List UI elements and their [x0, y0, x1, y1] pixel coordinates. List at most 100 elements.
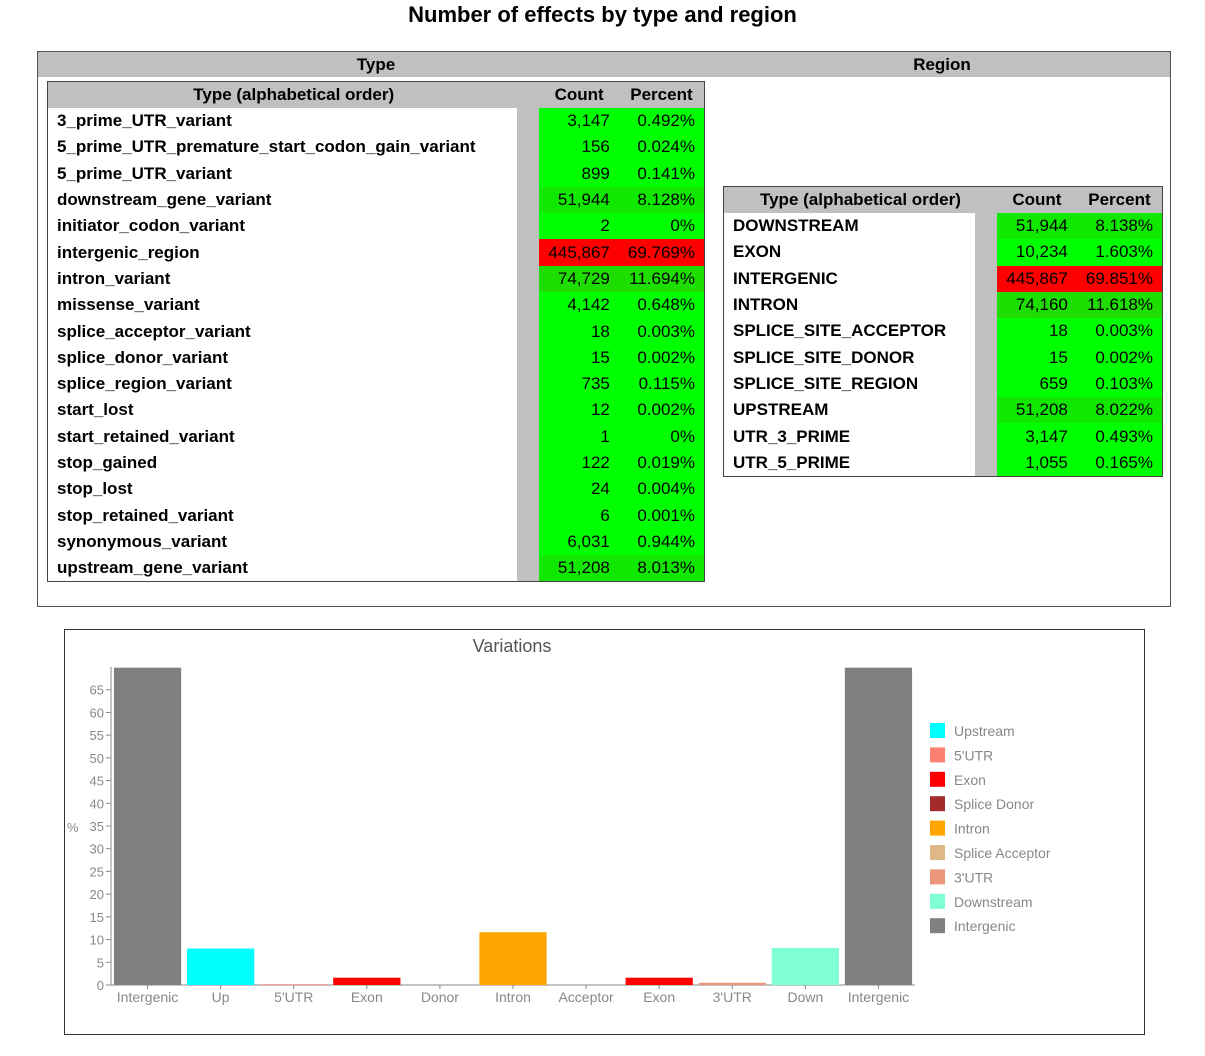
table-row: start_retained_variant 1 0% — [47, 423, 705, 450]
y-tick-label: 20 — [90, 887, 104, 902]
legend-swatch — [930, 893, 945, 909]
variations-chart: Variations 0 5 10 15 20 25 30 35 40 45 50 55 60 65% Int… — [67, 636, 1051, 1005]
x-tick-label: Exon — [643, 989, 675, 1005]
percent-cell: 0.493% — [1076, 423, 1163, 450]
effect-name-cell: stop_retained_variant — [47, 502, 518, 529]
legend-swatch — [930, 918, 945, 934]
bar-2 — [260, 984, 328, 985]
effect-name-cell: initiator_codon_variant — [47, 213, 518, 240]
table-row: DOWNSTREAM 51,944 8.138% — [723, 213, 1163, 240]
table-row: start_lost 12 0.002% — [47, 397, 705, 424]
spacer-cell — [974, 344, 997, 371]
table-row: downstream_gene_variant 51,944 8.128% — [47, 186, 705, 214]
legend-swatch — [930, 845, 945, 860]
spacer-cell — [517, 344, 540, 371]
effect-name-cell: start_retained_variant — [47, 423, 518, 450]
effect-name-cell: intergenic_region — [47, 239, 518, 266]
legend-swatch — [930, 723, 945, 738]
percent-cell: 0.944% — [618, 528, 705, 556]
bar-3 — [333, 977, 401, 985]
spacer-cell — [517, 186, 540, 214]
type-table-header-row: Type (alphabetical order) Count Percent — [47, 81, 705, 108]
table-row: missense_variant 4,142 0.648% — [47, 292, 705, 319]
effect-name-cell: UPSTREAM — [723, 397, 975, 424]
region-table-header-row: Type (alphabetical order) Count Percent — [723, 186, 1163, 213]
table-row: stop_lost 24 0.004% — [47, 476, 705, 503]
effect-name-cell: synonymous_variant — [47, 528, 518, 556]
spacer-cell — [517, 108, 540, 135]
effect-name-cell: splice_acceptor_variant — [47, 318, 518, 345]
percent-cell: 0.004% — [618, 476, 705, 503]
count-cell: 18 — [539, 318, 619, 345]
type-section-header: Type — [38, 52, 714, 77]
percent-cell: 0.003% — [1076, 318, 1163, 345]
table-row: initiator_codon_variant 2 0% — [47, 213, 705, 240]
table-row: 3_prime_UTR_variant 3,147 0.492% — [47, 108, 705, 135]
region-section-header: Region — [714, 52, 1170, 77]
percent-cell: 0.002% — [618, 397, 705, 424]
y-tick-label: 35 — [90, 819, 104, 834]
spacer-cell — [974, 397, 997, 424]
chart-title: Variations — [473, 636, 552, 656]
count-cell: 51,944 — [996, 213, 1077, 240]
y-tick-label: 0 — [97, 978, 104, 993]
effect-name-cell: upstream_gene_variant — [47, 555, 518, 582]
spacer-cell — [517, 160, 540, 187]
bar-9 — [771, 948, 839, 985]
spacer-cell — [517, 423, 540, 450]
effect-name-cell: UTR_3_PRIME — [723, 423, 975, 450]
table-row: SPLICE_SITE_ACCEPTOR 18 0.003% — [723, 318, 1163, 345]
percent-cell: 0.019% — [618, 449, 705, 477]
table-row: stop_retained_variant 6 0.001% — [47, 502, 705, 529]
percent-column-header: Percent — [618, 81, 705, 108]
legend-label: 3'UTR — [954, 869, 993, 885]
spacer-cell — [517, 449, 540, 477]
table-row: UPSTREAM 51,208 8.022% — [723, 397, 1163, 424]
percent-cell: 0.003% — [618, 318, 705, 345]
spacer-cell — [517, 265, 540, 293]
type-table: Type (alphabetical order) Count Percent … — [47, 81, 705, 583]
count-cell: 12 — [539, 397, 619, 424]
percent-cell: 0.492% — [618, 108, 705, 135]
effect-name-cell: SPLICE_SITE_REGION — [723, 370, 975, 398]
y-tick-label: 40 — [90, 796, 104, 811]
legend-label: Downstream — [954, 894, 1033, 910]
count-cell: 122 — [539, 449, 619, 477]
y-tick-label: 60 — [90, 705, 104, 720]
percent-cell: 0.103% — [1076, 370, 1163, 398]
spacer-cell — [974, 239, 997, 266]
page-title: Number of effects by type and region — [408, 2, 797, 27]
spacer-cell — [517, 318, 540, 345]
table-row: INTERGENIC 445,867 69.851% — [723, 265, 1163, 292]
bar-0 — [113, 667, 182, 985]
type-column-header: Type (alphabetical order) — [47, 81, 540, 108]
y-tick-label: 45 — [90, 774, 104, 789]
count-cell: 18 — [996, 318, 1077, 345]
count-cell: 51,208 — [539, 555, 619, 582]
x-tick-label: Intron — [495, 989, 531, 1005]
variations-chart-panel: Variations 0 5 10 15 20 25 30 35 40 45 50 55 60 65% Int… — [64, 629, 1145, 1035]
spacer-cell — [517, 370, 540, 398]
count-cell: 10,234 — [996, 239, 1077, 266]
effect-name-cell: SPLICE_SITE_ACCEPTOR — [723, 318, 975, 345]
y-tick-label: 65 — [90, 683, 104, 698]
effect-name-cell: INTRON — [723, 291, 975, 319]
y-tick-label: 55 — [90, 728, 104, 743]
effect-name-cell: downstream_gene_variant — [47, 186, 518, 214]
bar-7 — [625, 977, 693, 985]
percent-cell: 0.115% — [618, 370, 705, 398]
x-tick-label: Intergenic — [848, 989, 909, 1005]
table-row: splice_donor_variant 15 0.002% — [47, 344, 705, 371]
y-tick-label: 10 — [90, 933, 104, 948]
table-row: splice_region_variant 735 0.115% — [47, 370, 705, 398]
bar-1 — [187, 948, 255, 985]
count-cell: 156 — [539, 134, 619, 161]
spacer-cell — [974, 318, 997, 345]
spacer-cell — [517, 476, 540, 503]
spacer-cell — [517, 134, 540, 161]
percent-cell: 0.002% — [1076, 344, 1163, 371]
effect-name-cell: missense_variant — [47, 292, 518, 319]
spacer-cell — [517, 528, 540, 556]
legend-label: Intergenic — [954, 918, 1015, 934]
effect-name-cell: stop_lost — [47, 476, 518, 503]
